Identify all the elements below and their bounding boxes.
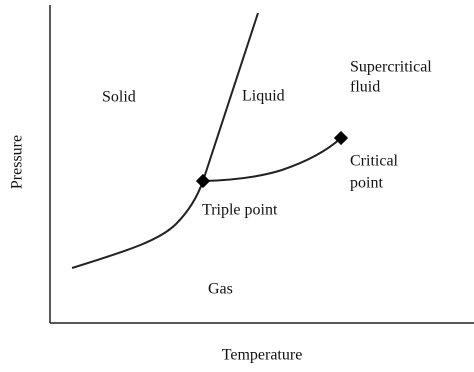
critical-point-marker: [333, 130, 349, 146]
region-label: Gas: [208, 281, 233, 298]
region-label: Supercritical: [350, 59, 432, 76]
vaporization-curve: [202, 137, 342, 182]
y-axis-label: Pressure: [9, 135, 26, 189]
point-label: Critical: [350, 153, 399, 170]
point-label: Triple point: [202, 202, 278, 219]
triple-point-marker: [195, 173, 211, 189]
region-label: fluid: [350, 79, 380, 96]
sublimation-curve: [71, 180, 204, 269]
region-label: Solid: [102, 89, 136, 106]
melting-curve: [202, 12, 259, 182]
region-label: Liquid: [242, 88, 285, 105]
point-label: point: [350, 175, 383, 192]
x-axis-label: Temperature: [222, 347, 303, 364]
